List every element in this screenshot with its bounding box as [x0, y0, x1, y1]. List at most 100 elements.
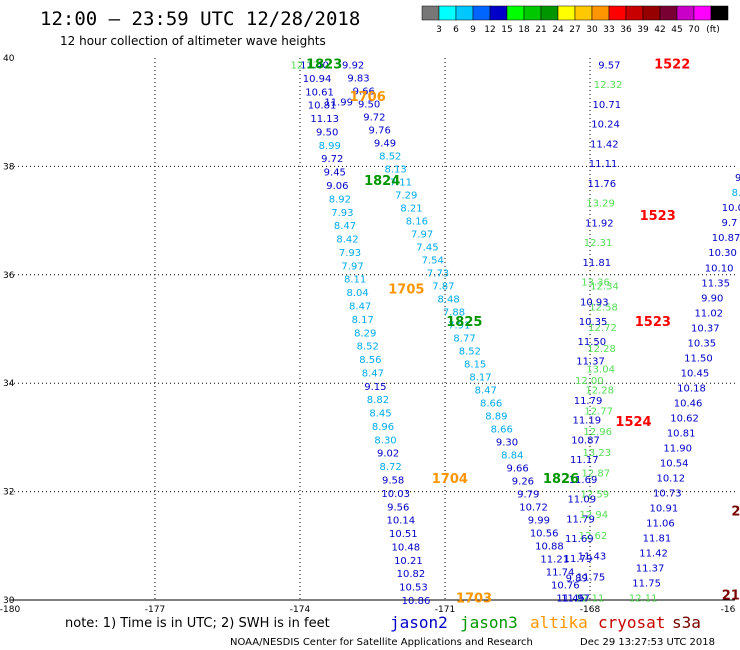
swh-value: 10.93 — [580, 297, 609, 308]
legend-jason3: jason3 — [460, 613, 518, 632]
swh-value: 8.96 — [372, 422, 394, 433]
swh-value: 7.97 — [341, 261, 363, 272]
lon-tick-label: -16 — [721, 605, 736, 615]
swh-value: 10.94 — [303, 74, 332, 85]
swh-value: 10.91 — [650, 503, 679, 514]
swh-value: 11.79 — [564, 554, 593, 565]
swh-value: 10.82 — [397, 569, 426, 580]
swh-value: 10.61 — [305, 87, 334, 98]
swh-value: 12.96 — [583, 427, 612, 438]
swh-value: 9.92 — [342, 61, 364, 72]
swh-value: 11.75 — [577, 573, 606, 584]
footer-timestamp: Dec 29 13:27:53 UTC 2018 — [580, 637, 715, 648]
pass-time-label: 1705 — [388, 282, 424, 297]
swh-value: 13.23 — [582, 448, 611, 459]
swh-value: 9.66 — [506, 463, 528, 474]
colorbar-swatch — [710, 5, 729, 21]
swh-value: 8.47 — [349, 301, 371, 312]
colorbar-label: 24 — [552, 25, 564, 35]
colorbar-label: 36 — [620, 25, 632, 35]
swh-value: 13.29 — [586, 199, 615, 210]
swh-value: 12.58 — [589, 302, 618, 313]
swh-value: 11.43 — [578, 552, 607, 563]
swh-value: 9.45 — [324, 168, 346, 179]
swh-value: 10.73 — [653, 488, 682, 499]
units-note: note: 1) Time is in UTC; 2) SWH is in fe… — [65, 616, 330, 631]
swh-value: 8.17 — [469, 372, 491, 383]
swh-value: 7.87 — [432, 281, 454, 292]
swh-value: 9.83 — [347, 73, 369, 84]
swh-value: 10.18 — [677, 383, 706, 394]
colorbar-label: 18 — [518, 25, 530, 35]
swh-value: 11.97 — [561, 593, 590, 604]
swh-value: 9.7 — [722, 218, 738, 229]
swh-value: 7.73 — [427, 268, 449, 279]
swh-value: 8.11 — [344, 275, 366, 286]
wave-height-values: 11.40 10.94 10.61 10.81 11.13 9.50 8.99 9.72 9.4… — [291, 61, 740, 607]
swh-value: 9.99 — [528, 515, 550, 526]
swh-value: 8.52 — [459, 346, 481, 357]
swh-value: 12.00 — [575, 376, 604, 387]
legend-cryosat: cryosat — [598, 613, 665, 632]
colorbar-label: 30 — [586, 25, 598, 35]
swh-value: 11.81 — [582, 258, 611, 269]
swh-value: 9.90 — [701, 293, 723, 304]
colorbar-label: 12 — [484, 25, 495, 35]
swh-value: 7.29 — [395, 190, 417, 201]
swh-value: 10.45 — [681, 368, 710, 379]
colorbar-swatch — [574, 5, 593, 21]
swh-value: 8.89 — [485, 411, 507, 422]
colorbar-label: 33 — [603, 25, 614, 35]
swh-value: 10.03 — [381, 489, 410, 500]
colorbar-swatch — [472, 5, 491, 21]
swh-value: 10.81 — [667, 428, 696, 439]
colorbar-swatch — [608, 5, 627, 21]
swh-value: 8.52 — [357, 342, 379, 353]
swh-value: 10.30 — [708, 248, 737, 259]
swh-value: 8.17 — [352, 315, 374, 326]
colorbar-label: 15 — [501, 25, 512, 35]
swh-value: 11.35 — [701, 278, 730, 289]
swh-value: 9.56 — [387, 502, 409, 513]
swh-value: 8.42 — [336, 235, 358, 246]
swh-value: 10.12 — [656, 473, 685, 484]
swh-value: 10.51 — [389, 529, 418, 540]
swh-value: 10.87 — [571, 435, 600, 446]
lat-lon-grid — [10, 58, 735, 601]
swh-value: 11.79 — [574, 396, 603, 407]
swh-value: 11.76 — [587, 179, 616, 190]
swh-value: 10.62 — [670, 413, 699, 424]
swh-value: 11.02 — [694, 308, 723, 319]
swh-value: 11.42 — [590, 139, 619, 150]
swh-value: 8.47 — [362, 368, 384, 379]
swh-value: 8.04 — [347, 288, 369, 299]
colorbar-swatch — [625, 5, 644, 21]
color-scale-bar: 3 6 9 12 15 18 21 24 27 30 33 36 39 42 45 70 (ft) — [421, 5, 729, 35]
pass-time-label: 1825 — [446, 315, 482, 330]
colorbar-swatch — [659, 5, 678, 21]
colorbar-label: 6 — [453, 25, 459, 35]
colorbar-label: 39 — [637, 25, 649, 35]
legend-jason2: jason2 — [390, 613, 448, 632]
pass-time-label: 1704 — [432, 472, 468, 487]
swh-value: 8.56 — [359, 355, 381, 366]
colorbar-label: 45 — [671, 25, 682, 35]
pass-time-label: 1522 — [654, 57, 690, 72]
swh-value: 9.26 — [512, 476, 534, 487]
swh-value: 10.76 — [551, 580, 580, 591]
swh-value: 9.79 — [517, 489, 539, 500]
swh-value: 12.77 — [584, 406, 613, 417]
swh-value: 8.66 — [480, 398, 502, 409]
swh-value: 9.58 — [382, 476, 404, 487]
pass-time-label: 1524 — [615, 415, 651, 430]
pass-time-label: 1706 — [350, 90, 386, 105]
swh-value: 11.75 — [632, 578, 661, 589]
pass-time-labels: 1823 1706 1824 1705 1825 1704 1826 1703 1522 1523… — [306, 57, 740, 606]
swh-value: 10.21 — [394, 556, 423, 567]
swh-value: 8.66 — [491, 424, 513, 435]
swh-value: 11.42 — [639, 548, 668, 559]
swh-value: 10.48 — [392, 542, 421, 553]
swh-value: 8.30 — [374, 435, 396, 446]
lon-tick-label: -180 — [0, 605, 20, 615]
satellite-legend: jason2 jason3 altika cryosat s3a — [390, 613, 701, 632]
